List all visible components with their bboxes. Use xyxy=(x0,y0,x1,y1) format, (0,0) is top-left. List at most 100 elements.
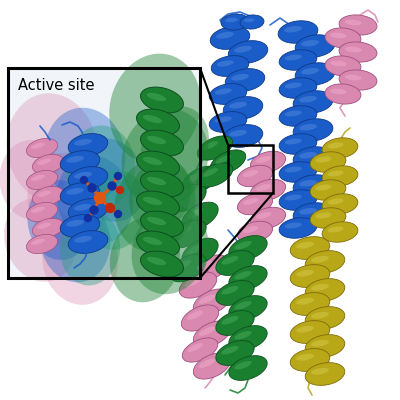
Ellipse shape xyxy=(28,180,92,260)
Circle shape xyxy=(114,172,122,180)
Ellipse shape xyxy=(311,312,329,319)
Ellipse shape xyxy=(328,170,344,176)
Ellipse shape xyxy=(147,136,166,144)
Ellipse shape xyxy=(147,257,166,265)
Ellipse shape xyxy=(284,26,302,32)
Ellipse shape xyxy=(68,199,108,221)
Ellipse shape xyxy=(345,75,362,80)
Ellipse shape xyxy=(74,236,92,243)
Ellipse shape xyxy=(234,361,252,370)
Ellipse shape xyxy=(316,184,332,190)
Ellipse shape xyxy=(305,279,345,301)
Ellipse shape xyxy=(229,326,267,350)
Ellipse shape xyxy=(0,140,64,220)
Ellipse shape xyxy=(330,61,346,66)
Ellipse shape xyxy=(225,69,265,91)
Ellipse shape xyxy=(60,215,100,237)
Ellipse shape xyxy=(181,305,219,331)
Ellipse shape xyxy=(285,110,302,116)
Circle shape xyxy=(94,192,106,204)
Ellipse shape xyxy=(26,138,58,158)
Ellipse shape xyxy=(129,158,191,232)
Ellipse shape xyxy=(141,106,209,184)
Ellipse shape xyxy=(250,151,286,173)
Ellipse shape xyxy=(187,244,203,254)
Ellipse shape xyxy=(293,175,333,197)
Ellipse shape xyxy=(311,256,329,263)
Ellipse shape xyxy=(143,157,162,165)
Ellipse shape xyxy=(60,210,120,286)
Ellipse shape xyxy=(182,166,218,194)
Ellipse shape xyxy=(225,18,238,22)
Ellipse shape xyxy=(345,47,362,52)
Text: Active site: Active site xyxy=(18,78,94,93)
Ellipse shape xyxy=(285,222,302,228)
Ellipse shape xyxy=(216,155,231,164)
Ellipse shape xyxy=(140,211,184,237)
Ellipse shape xyxy=(250,207,286,229)
Ellipse shape xyxy=(199,326,215,336)
Ellipse shape xyxy=(132,206,208,294)
Ellipse shape xyxy=(322,194,358,214)
Ellipse shape xyxy=(301,40,319,46)
Ellipse shape xyxy=(45,108,125,202)
Ellipse shape xyxy=(222,286,238,294)
Circle shape xyxy=(116,186,124,194)
Ellipse shape xyxy=(66,156,84,163)
Ellipse shape xyxy=(279,162,317,182)
Ellipse shape xyxy=(216,341,254,365)
Ellipse shape xyxy=(223,97,263,119)
Ellipse shape xyxy=(328,142,344,148)
Ellipse shape xyxy=(299,124,317,130)
Ellipse shape xyxy=(285,194,302,200)
Ellipse shape xyxy=(223,125,263,147)
Ellipse shape xyxy=(279,106,317,126)
Ellipse shape xyxy=(114,158,196,252)
Ellipse shape xyxy=(243,226,258,233)
Ellipse shape xyxy=(26,170,58,190)
Ellipse shape xyxy=(216,311,254,335)
Ellipse shape xyxy=(234,301,252,310)
Ellipse shape xyxy=(256,212,271,219)
Circle shape xyxy=(80,176,88,184)
Ellipse shape xyxy=(209,112,247,132)
Ellipse shape xyxy=(243,198,258,205)
Ellipse shape xyxy=(188,343,203,352)
Ellipse shape xyxy=(296,326,314,333)
Ellipse shape xyxy=(305,307,345,329)
Ellipse shape xyxy=(301,68,319,74)
Ellipse shape xyxy=(68,231,108,253)
Ellipse shape xyxy=(179,272,217,298)
Ellipse shape xyxy=(299,152,317,158)
Ellipse shape xyxy=(234,241,252,250)
Ellipse shape xyxy=(296,298,314,305)
Ellipse shape xyxy=(65,126,135,210)
Ellipse shape xyxy=(250,179,286,201)
Ellipse shape xyxy=(325,56,361,76)
Ellipse shape xyxy=(325,84,361,104)
Ellipse shape xyxy=(140,171,184,197)
Ellipse shape xyxy=(311,368,329,375)
Ellipse shape xyxy=(37,159,51,165)
Ellipse shape xyxy=(193,289,231,315)
Ellipse shape xyxy=(278,21,318,43)
Ellipse shape xyxy=(193,321,231,347)
Ellipse shape xyxy=(295,35,335,57)
Ellipse shape xyxy=(330,89,346,94)
Ellipse shape xyxy=(215,88,232,94)
Ellipse shape xyxy=(175,190,191,200)
Ellipse shape xyxy=(66,220,84,227)
Ellipse shape xyxy=(310,152,346,172)
Circle shape xyxy=(84,214,92,222)
Ellipse shape xyxy=(209,84,247,104)
Ellipse shape xyxy=(140,251,184,277)
Ellipse shape xyxy=(31,143,45,149)
Ellipse shape xyxy=(31,175,45,181)
Ellipse shape xyxy=(143,115,162,123)
Ellipse shape xyxy=(310,180,346,200)
Ellipse shape xyxy=(140,130,184,156)
Ellipse shape xyxy=(60,151,100,173)
Ellipse shape xyxy=(299,180,317,186)
Ellipse shape xyxy=(322,166,358,186)
Ellipse shape xyxy=(140,87,184,113)
